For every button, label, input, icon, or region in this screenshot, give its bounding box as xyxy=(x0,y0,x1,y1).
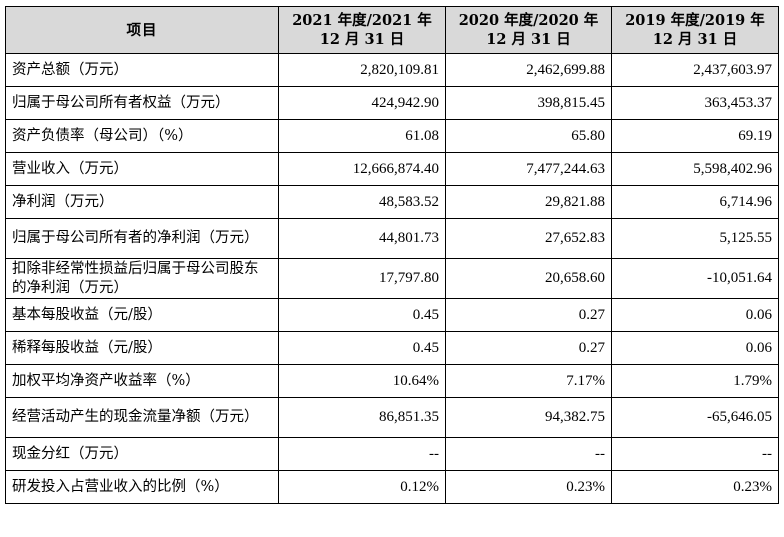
table-row: 净利润（万元） 48,583.52 29,821.88 6,714.96 xyxy=(5,185,779,219)
value-2019: 363,453.37 xyxy=(611,86,779,120)
financial-indicators-table: 项目 2021 年度/2021 年 12 月 31 日 2020 年度/2020… xyxy=(5,6,779,504)
table-row: 归属于母公司所有者的净利润（万元） 44,801.73 27,652.83 5,… xyxy=(5,218,779,259)
row-label: 加权平均净资产收益率（%） xyxy=(5,364,279,398)
value-2021: 17,797.80 xyxy=(278,258,446,299)
row-label: 净利润（万元） xyxy=(5,185,279,219)
value-2019: 5,125.55 xyxy=(611,218,779,259)
table-row: 扣除非经常性损益后归属于母公司股东的净利润（万元） 17,797.80 20,6… xyxy=(5,258,779,299)
row-label: 经营活动产生的现金流量净额（万元） xyxy=(5,397,279,438)
value-2019: 0.06 xyxy=(611,298,779,332)
table-header-row: 项目 2021 年度/2021 年 12 月 31 日 2020 年度/2020… xyxy=(5,6,779,54)
value-2019: 0.23% xyxy=(611,470,779,504)
row-label: 资产负债率（母公司）（%） xyxy=(5,119,279,153)
row-label: 稀释每股收益（元/股） xyxy=(5,331,279,365)
value-2019: -10,051.64 xyxy=(611,258,779,299)
table-row: 营业收入（万元） 12,666,874.40 7,477,244.63 5,59… xyxy=(5,152,779,186)
table-row: 研发投入占营业收入的比例（%） 0.12% 0.23% 0.23% xyxy=(5,470,779,504)
value-2021: 10.64% xyxy=(278,364,446,398)
row-label: 资产总额（万元） xyxy=(5,53,279,87)
value-2019: 2,437,603.97 xyxy=(611,53,779,87)
row-label: 营业收入（万元） xyxy=(5,152,279,186)
value-2021: 0.12% xyxy=(278,470,446,504)
value-2019: 69.19 xyxy=(611,119,779,153)
value-2019: 0.06 xyxy=(611,331,779,365)
row-label: 基本每股收益（元/股） xyxy=(5,298,279,332)
value-2020: 2,462,699.88 xyxy=(445,53,612,87)
value-2020: 65.80 xyxy=(445,119,612,153)
header-item: 项目 xyxy=(5,6,279,54)
value-2020: -- xyxy=(445,437,612,471)
value-2020: 398,815.45 xyxy=(445,86,612,120)
value-2021: 2,820,109.81 xyxy=(278,53,446,87)
value-2021: 0.45 xyxy=(278,331,446,365)
table-row: 资产负债率（母公司）（%） 61.08 65.80 69.19 xyxy=(5,119,779,153)
value-2020: 7,477,244.63 xyxy=(445,152,612,186)
value-2019: -65,646.05 xyxy=(611,397,779,438)
value-2021: 424,942.90 xyxy=(278,86,446,120)
value-2020: 20,658.60 xyxy=(445,258,612,299)
value-2021: 0.45 xyxy=(278,298,446,332)
row-label: 扣除非经常性损益后归属于母公司股东的净利润（万元） xyxy=(5,258,279,299)
table-row: 基本每股收益（元/股） 0.45 0.27 0.06 xyxy=(5,298,779,332)
value-2019: -- xyxy=(611,437,779,471)
value-2021: 61.08 xyxy=(278,119,446,153)
table-row: 稀释每股收益（元/股） 0.45 0.27 0.06 xyxy=(5,331,779,365)
value-2020: 0.27 xyxy=(445,298,612,332)
row-label: 研发投入占营业收入的比例（%） xyxy=(5,470,279,504)
row-label: 归属于母公司所有者的净利润（万元） xyxy=(5,218,279,259)
value-2020: 27,652.83 xyxy=(445,218,612,259)
row-label: 现金分红（万元） xyxy=(5,437,279,471)
header-2020: 2020 年度/2020 年 12 月 31 日 xyxy=(445,6,612,54)
table-row: 现金分红（万元） -- -- -- xyxy=(5,437,779,471)
header-2019: 2019 年度/2019 年 12 月 31 日 xyxy=(611,6,779,54)
value-2020: 29,821.88 xyxy=(445,185,612,219)
value-2021: -- xyxy=(278,437,446,471)
value-2021: 86,851.35 xyxy=(278,397,446,438)
table-row: 加权平均净资产收益率（%） 10.64% 7.17% 1.79% xyxy=(5,364,779,398)
value-2020: 0.23% xyxy=(445,470,612,504)
table-row: 资产总额（万元） 2,820,109.81 2,462,699.88 2,437… xyxy=(5,53,779,87)
value-2021: 44,801.73 xyxy=(278,218,446,259)
header-2021: 2021 年度/2021 年 12 月 31 日 xyxy=(278,6,446,54)
value-2020: 94,382.75 xyxy=(445,397,612,438)
value-2019: 1.79% xyxy=(611,364,779,398)
value-2021: 12,666,874.40 xyxy=(278,152,446,186)
value-2019: 5,598,402.96 xyxy=(611,152,779,186)
value-2021: 48,583.52 xyxy=(278,185,446,219)
value-2020: 7.17% xyxy=(445,364,612,398)
value-2019: 6,714.96 xyxy=(611,185,779,219)
value-2020: 0.27 xyxy=(445,331,612,365)
row-label: 归属于母公司所有者权益（万元） xyxy=(5,86,279,120)
table-row: 归属于母公司所有者权益（万元） 424,942.90 398,815.45 36… xyxy=(5,86,779,120)
table-row: 经营活动产生的现金流量净额（万元） 86,851.35 94,382.75 -6… xyxy=(5,397,779,438)
